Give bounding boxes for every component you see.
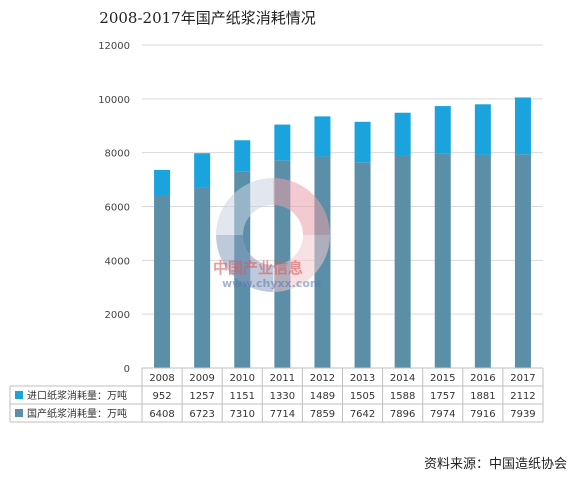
x-tick-label: 2015	[430, 373, 455, 384]
y-tick-label: 6000	[105, 203, 130, 214]
bar-import	[434, 106, 451, 154]
x-tick-label: 2013	[350, 373, 375, 384]
data-label: 7642	[350, 409, 375, 420]
data-label: 1757	[430, 391, 455, 402]
chart-title: 2008-2017年国产纸浆消耗情况	[99, 9, 316, 27]
bar-import	[394, 112, 411, 156]
data-label: 7859	[310, 409, 335, 420]
data-label: 7714	[270, 409, 295, 420]
data-label: 2112	[510, 391, 535, 402]
data-label: 1257	[189, 391, 214, 402]
data-label: 6408	[149, 409, 174, 420]
legend-swatch	[15, 391, 23, 399]
data-label: 7939	[510, 409, 535, 420]
bar-domestic	[354, 162, 371, 368]
data-label: 1151	[230, 391, 255, 402]
data-label: 1330	[270, 391, 295, 402]
bar-domestic	[434, 153, 451, 368]
bar-domestic	[234, 171, 251, 368]
bar-domestic	[314, 156, 331, 368]
legend-swatch	[15, 409, 23, 417]
y-tick-label: 12000	[98, 41, 130, 52]
bar-domestic	[274, 160, 291, 368]
bar-import	[154, 169, 171, 196]
bar-domestic	[194, 187, 211, 368]
bar-import	[194, 153, 211, 188]
x-tick-label: 2010	[230, 373, 255, 384]
data-label: 952	[153, 391, 172, 402]
y-tick-label: 2000	[105, 310, 130, 321]
data-label: 1489	[310, 391, 335, 402]
data-label: 6723	[189, 409, 214, 420]
bar-domestic	[154, 195, 171, 368]
y-tick-label: 0	[124, 364, 130, 375]
x-tick-label: 2012	[310, 373, 335, 384]
x-tick-label: 2014	[390, 373, 415, 384]
y-tick-label: 4000	[105, 256, 130, 267]
bars	[154, 97, 531, 368]
source-note: 资料来源：中国造纸协会	[423, 457, 567, 472]
bar-domestic	[394, 155, 411, 368]
bar-domestic	[514, 154, 531, 368]
y-tick-label: 8000	[105, 149, 130, 160]
data-label: 7974	[430, 409, 455, 420]
bar-import	[314, 116, 331, 157]
bar-import	[474, 104, 491, 155]
bar-domestic	[474, 154, 491, 368]
data-label: 1505	[350, 391, 375, 402]
data-label: 7916	[470, 409, 495, 420]
bar-import	[234, 140, 251, 172]
x-tick-label: 2017	[510, 373, 535, 384]
x-tick-label: 2011	[270, 373, 295, 384]
bar-import	[354, 121, 371, 163]
legend-label: 国产纸浆消耗量：万吨	[27, 407, 127, 420]
data-label: 1588	[390, 391, 415, 402]
y-axis-ticks: 0 2000 4000 6000 8000 10000 12000	[98, 41, 130, 375]
legend-label: 进口纸浆消耗量：万吨	[27, 389, 127, 402]
x-tick-label: 2008	[149, 373, 174, 384]
data-label: 7310	[230, 409, 255, 420]
data-label: 1881	[470, 391, 495, 402]
bar-import	[514, 97, 531, 155]
data-table: 2008 2009 2010 2011 2012 2013 2014 2015 2016 2017…	[9, 367, 544, 423]
x-tick-label: 2009	[189, 373, 214, 384]
x-tick-label: 2016	[470, 373, 495, 384]
y-tick-label: 10000	[98, 95, 130, 106]
data-label: 7896	[390, 409, 415, 420]
bar-import	[274, 124, 291, 161]
